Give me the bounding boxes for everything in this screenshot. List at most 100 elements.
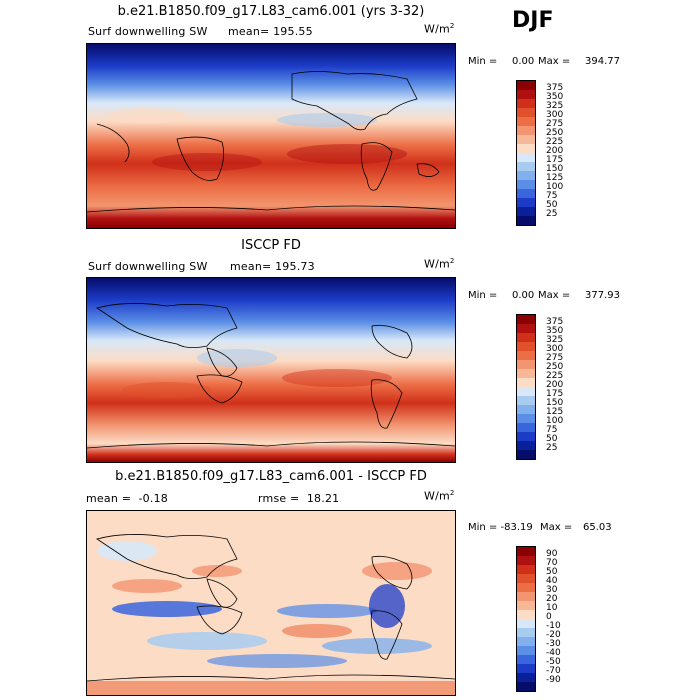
colorbar-tick-label: 325 (546, 335, 564, 345)
panel-1-min-label: Min = (468, 56, 498, 67)
colorbar-tick-label: -40 (546, 648, 561, 658)
panel-2-map-field (87, 278, 455, 462)
colorbar-tick-label: 125 (546, 173, 564, 183)
colorbar-tick-label: 50 (546, 434, 558, 444)
colorbar-swatch (517, 315, 535, 324)
panel-2-max-value: 377.93 (585, 290, 620, 301)
colorbar-tick-label: 225 (546, 371, 564, 381)
panel-1-units: W/m2 (424, 22, 455, 36)
colorbar-swatch (517, 441, 535, 450)
panel-2-units: W/m2 (424, 257, 455, 271)
colorbar-swatch (517, 601, 535, 610)
colorbar-swatch (517, 162, 535, 171)
panel-2-max-label: Max = (538, 290, 571, 301)
colorbar-swatch (517, 333, 535, 342)
panel-2-variable: Surf downwelling SW (88, 260, 208, 273)
colorbar-swatch (517, 628, 535, 637)
colorbar-swatch (517, 664, 535, 673)
colorbar-tick-label: -20 (546, 630, 561, 640)
panel-3-colorbar (516, 546, 536, 692)
colorbar-swatch (517, 673, 535, 682)
panel-2-map (86, 277, 456, 463)
colorbar-swatch (517, 171, 535, 180)
panel-1-title: b.e21.B1850.f09_g17.L83_cam6.001 (yrs 3-… (117, 4, 425, 19)
panel-1-max-value: 394.77 (585, 56, 620, 67)
colorbar-swatch (517, 144, 535, 153)
colorbar-tick-label: 200 (546, 380, 564, 390)
colorbar-swatch (517, 180, 535, 189)
panel-3-title: b.e21.B1850.f09_g17.L83_cam6.001 - ISCCP… (115, 469, 427, 484)
colorbar-tick-label: 20 (546, 594, 558, 604)
colorbar-tick-label: 50 (546, 567, 558, 577)
panel-2-min-label: Min = (468, 290, 498, 301)
colorbar-tick-label: 125 (546, 407, 564, 417)
panel-1-colorbar (516, 80, 536, 226)
colorbar-tick-label: 300 (546, 344, 564, 354)
panel-3-mean: mean = -0.18 (86, 492, 168, 505)
panel-3-units: W/m2 (424, 489, 455, 503)
colorbar-tick-label: -50 (546, 657, 561, 667)
colorbar-swatch (517, 189, 535, 198)
colorbar-swatch (517, 207, 535, 216)
colorbar-swatch (517, 547, 535, 556)
colorbar-tick-label: -70 (546, 666, 561, 676)
colorbar-tick-label: 0 (546, 612, 552, 622)
panel-2-title: ISCCP FD (241, 238, 301, 253)
colorbar-swatch (517, 396, 535, 405)
colorbar-swatch (517, 351, 535, 360)
colorbar-tick-label: 40 (546, 576, 558, 586)
colorbar-tick-label: 300 (546, 110, 564, 120)
panel-3-rmse: rmse = 18.21 (258, 492, 340, 505)
colorbar-swatch (517, 619, 535, 628)
colorbar-swatch (517, 405, 535, 414)
colorbar-tick-label: 325 (546, 101, 564, 111)
colorbar-tick-label: 250 (546, 362, 564, 372)
colorbar-tick-label: 50 (546, 200, 558, 210)
colorbar-swatch (517, 99, 535, 108)
panel-1-map (86, 43, 456, 229)
panel-2-mean: mean= 195.73 (230, 260, 315, 273)
colorbar-swatch (517, 574, 535, 583)
colorbar-tick-label: -30 (546, 639, 561, 649)
panel-3-max-label: Max = (540, 522, 573, 533)
panel-3-min-label: Min = -83.19 (468, 522, 533, 533)
colorbar-tick-label: -90 (546, 675, 561, 685)
panel-3-max-value: 65.03 (583, 522, 612, 533)
colorbar-swatch (517, 655, 535, 664)
colorbar-swatch (517, 450, 535, 459)
colorbar-swatch (517, 592, 535, 601)
colorbar-swatch (517, 432, 535, 441)
colorbar-swatch (517, 360, 535, 369)
panel-1-variable: Surf downwelling SW (88, 25, 208, 38)
colorbar-swatch (517, 198, 535, 207)
colorbar-tick-label: 275 (546, 119, 564, 129)
colorbar-tick-label: 30 (546, 585, 558, 595)
colorbar-swatch (517, 682, 535, 691)
panel-1-max-label: Max = (538, 56, 571, 67)
colorbar-swatch (517, 324, 535, 333)
colorbar-tick-label: 250 (546, 128, 564, 138)
colorbar-tick-label: 175 (546, 155, 564, 165)
panel-2-colorbar (516, 314, 536, 460)
colorbar-tick-label: 275 (546, 353, 564, 363)
colorbar-tick-label: 150 (546, 164, 564, 174)
colorbar-swatch (517, 414, 535, 423)
colorbar-tick-label: 100 (546, 416, 564, 426)
colorbar-tick-label: 25 (546, 443, 558, 453)
colorbar-swatch (517, 378, 535, 387)
colorbar-swatch (517, 565, 535, 574)
colorbar-tick-label: 350 (546, 326, 564, 336)
colorbar-swatch (517, 126, 535, 135)
colorbar-swatch (517, 646, 535, 655)
colorbar-swatch (517, 387, 535, 396)
colorbar-swatch (517, 81, 535, 90)
panel-1-map-field (87, 44, 455, 228)
colorbar-swatch (517, 135, 535, 144)
colorbar-swatch (517, 153, 535, 162)
colorbar-swatch (517, 342, 535, 351)
panel-1-min-value: 0.00 (512, 56, 535, 67)
colorbar-swatch (517, 117, 535, 126)
colorbar-tick-label: 75 (546, 425, 558, 435)
panel-2-colorbar-ticks: 375 350 325 300 275 250 225 200 175 150 … (546, 314, 586, 460)
colorbar-tick-label: 225 (546, 137, 564, 147)
